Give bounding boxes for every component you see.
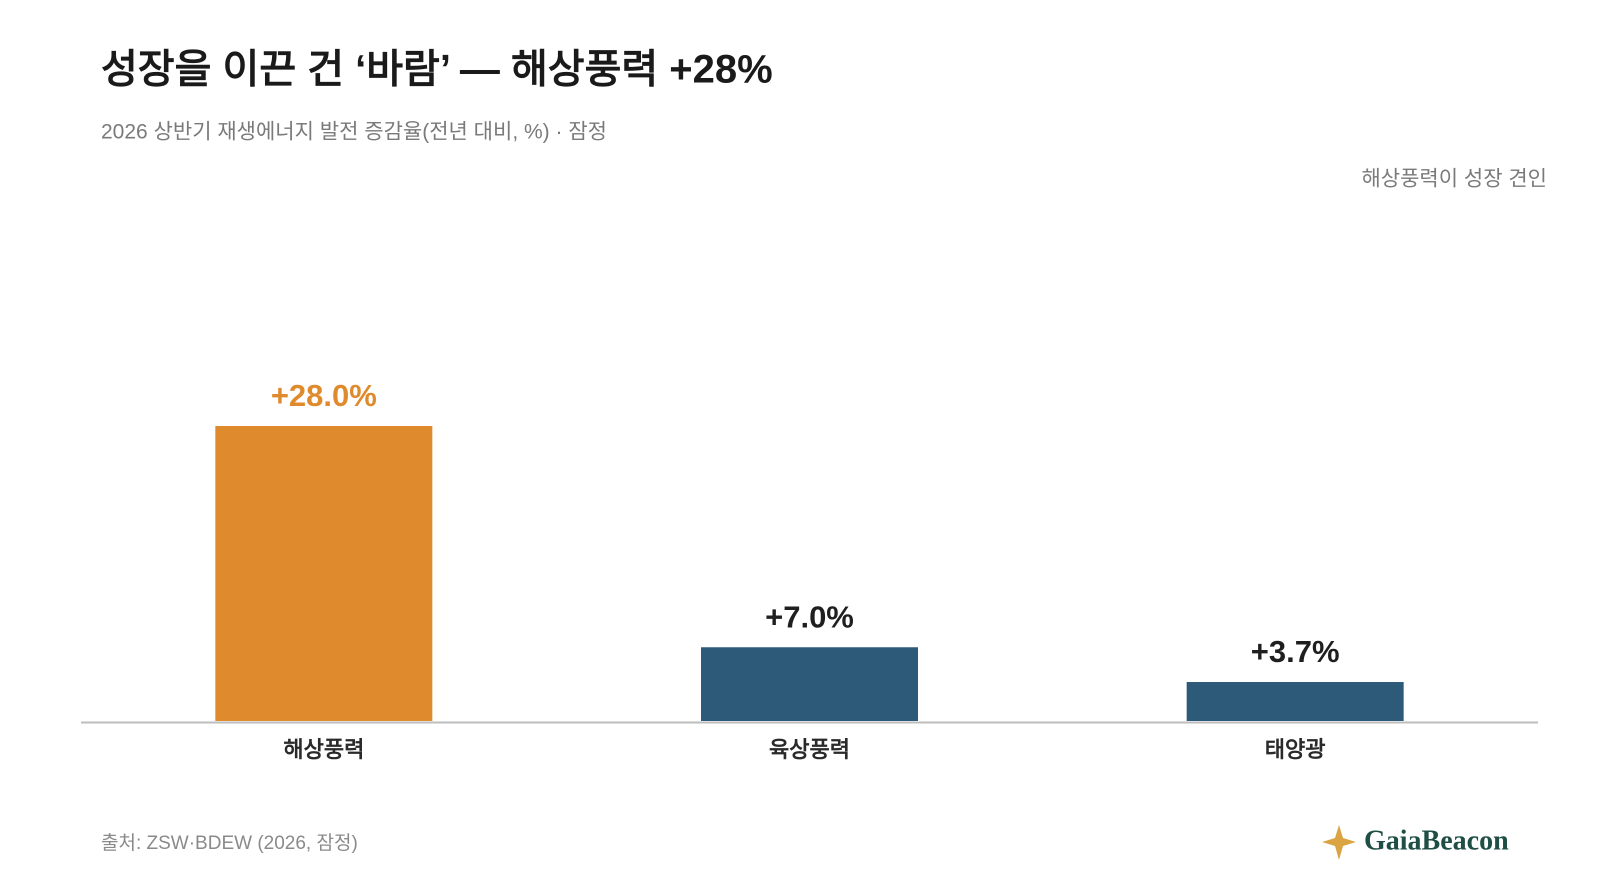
value-label: +7.0% [765, 599, 854, 634]
bar [215, 426, 433, 721]
brand-name: GaiaBeacon [1364, 825, 1509, 856]
chart-title: 성장을 이끈 건 ‘바람’ — 해상풍력 +28% [101, 48, 773, 92]
logo-star [1322, 825, 1356, 860]
annotation: 해상풍력이 성장 견인 [1361, 168, 1547, 191]
x-tick-label: 육상풍력 [769, 737, 850, 762]
value-label: +28.0% [271, 378, 377, 413]
brand-logo: GaiaBeacon [1322, 825, 1509, 860]
bar [701, 647, 918, 721]
value-label: +3.7% [1251, 634, 1340, 669]
chart-subtitle: 2026 상반기 재생에너지 발전 증감율(전년 대비, %) · 잠정 [101, 121, 607, 144]
source: 출처: ZSW·BDEW (2026, 잠정) [101, 832, 358, 854]
bar [1186, 682, 1404, 721]
x-tick-label: 해상풍력 [283, 737, 364, 762]
x-tick-label: 태양광 [1265, 737, 1326, 762]
